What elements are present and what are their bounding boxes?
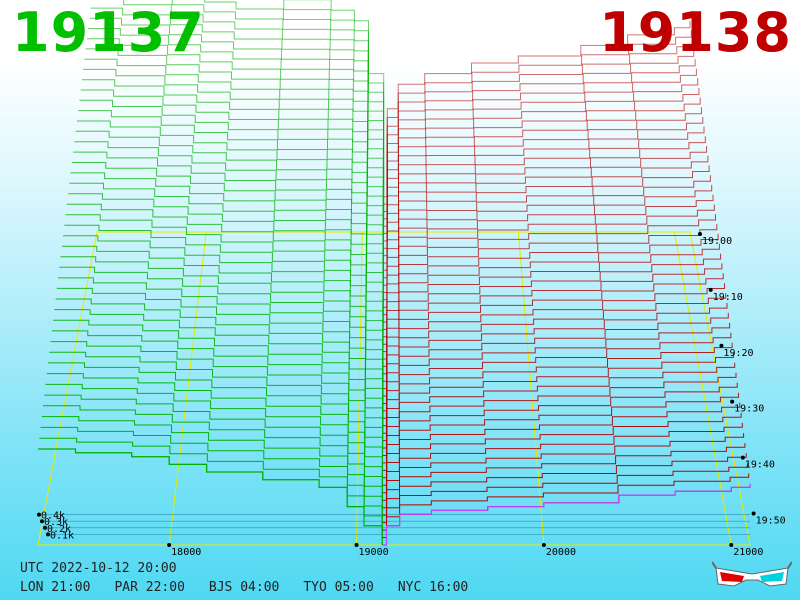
y-tick-label: 0.1k (50, 530, 74, 541)
time-tick-mark (708, 287, 713, 292)
x-tick-label: 18000 (171, 547, 201, 558)
bid-depth-line (75, 130, 384, 334)
world-clocks: LON 21:00 PAR 22:00 BJS 04:00 TYO 05:00 NYC … (20, 580, 492, 595)
bid-depth-line (80, 89, 384, 306)
bid-depth-line (78, 110, 384, 320)
bid-depth-line (66, 203, 384, 383)
utc-time: UTC 2022-10-12 20:00 (20, 561, 177, 576)
bid-depth-line (44, 394, 383, 510)
x-tick-label: 19000 (359, 547, 389, 558)
ask-series (382, 20, 751, 546)
bid-depth-line (40, 426, 383, 531)
bid-depth-line (68, 193, 384, 376)
bid-depth-line (76, 120, 384, 327)
bid-depth-line (283, 0, 385, 215)
bid-depth-line (61, 245, 384, 411)
bid-series (38, 0, 385, 545)
bid-depth-line (171, 0, 385, 236)
chart-grid (37, 231, 751, 546)
bid-depth-line (87, 38, 384, 271)
x-tick-label: 21000 (733, 547, 763, 558)
world-clock-0: LON 21:00 (20, 580, 91, 595)
bid-depth-line (90, 7, 384, 250)
bid-depth-line (60, 256, 384, 418)
time-tick-label: 19:40 (745, 460, 775, 471)
bid-depth-line (85, 48, 384, 278)
bid-depth-line (71, 162, 384, 355)
time-tick-mark (719, 343, 724, 348)
bid-depth-line (88, 28, 384, 264)
bid-depth-line (83, 68, 384, 292)
time-tick-label: 19:00 (702, 236, 732, 247)
time-tick-mark (751, 511, 756, 516)
bid-depth-line (41, 416, 383, 524)
time-tick-label: 19:10 (713, 292, 743, 303)
bid-depth-line (123, 0, 384, 243)
bid-depth-line (204, 0, 385, 229)
bid-depth-line (48, 362, 383, 489)
chart-axes: 18000 19000 20000 21000 0.1k0.2k0.3k0.4k 19:0… (37, 232, 786, 558)
x-grid-line (168, 231, 207, 546)
ask-price: 19138 (599, 1, 792, 64)
bid-depth-line (50, 341, 383, 475)
bid-depth-line (45, 383, 383, 503)
time-tick-mark (698, 232, 702, 236)
y-tick-label: 0.4k (41, 511, 65, 522)
bid-depth-line (65, 214, 384, 390)
bid-depth-line (54, 309, 384, 454)
floor-grid (37, 231, 751, 546)
bid-depth-line (43, 405, 383, 517)
bid-depth-line (79, 99, 384, 313)
bid-depth-line (89, 17, 384, 257)
ask-depth-line (383, 20, 691, 198)
bid-depth-line (38, 448, 383, 545)
bid-depth-line (70, 172, 384, 362)
bid-depth-line (283, 0, 385, 222)
ask-front-line (382, 483, 751, 546)
bid-depth-line (73, 151, 384, 348)
y-tick-label: 0.3k (44, 517, 68, 528)
world-clock-4: NYC 16:00 (397, 580, 469, 595)
time-tick-mark (740, 455, 745, 460)
x-tick-mark (729, 543, 734, 547)
y-tick-label: 0.2k (47, 524, 71, 535)
bid-depth-line (58, 277, 384, 433)
world-clock-2: BJS 04:00 (208, 580, 280, 595)
bid-depth-line (81, 79, 384, 299)
world-clock-1: PAR 22:00 (114, 580, 185, 595)
y-tick-mark (43, 525, 47, 530)
x-grid-line (356, 231, 363, 546)
x-tick-mark (541, 543, 546, 547)
time-tick-label: 19:20 (723, 348, 753, 359)
x-grid-line (517, 231, 545, 546)
bid-front-line (38, 448, 383, 545)
time-tick-label: 19:30 (734, 404, 764, 415)
bid-depth-line (39, 437, 383, 538)
y-tick-mark (37, 512, 41, 517)
bid-depth-line (51, 330, 383, 468)
bid-depth-line (53, 319, 384, 461)
x-tick-mark (354, 543, 359, 547)
y-tick-mark (46, 532, 50, 537)
bid-depth-line (49, 351, 383, 482)
time-tick-mark (730, 399, 735, 404)
bid-depth-line (56, 287, 384, 440)
bid-depth-line (74, 141, 384, 341)
time-tick-label: 19:50 (756, 515, 786, 526)
3d-glasses-icon[interactable] (712, 560, 792, 590)
bid-depth-line (59, 266, 384, 426)
bid-depth-line (84, 58, 384, 285)
bid-depth-line (63, 235, 384, 404)
y-tick-mark (40, 519, 44, 524)
bid-depth-line (46, 373, 383, 496)
world-clock-3: TYO 05:00 (303, 580, 374, 595)
x-tick-mark (167, 543, 172, 547)
bid-depth-line (69, 182, 384, 369)
x-tick-label: 20000 (546, 547, 576, 558)
bid-depth-line (64, 224, 384, 397)
bid-depth-line (55, 298, 384, 447)
